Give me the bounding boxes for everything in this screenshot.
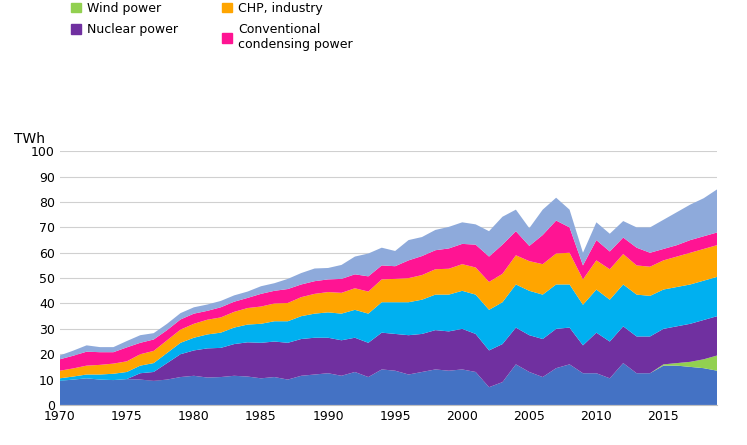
Legend: Hydro power, Wind power, Nuclear power, CHP, district heating, CHP, industry, Co: Hydro power, Wind power, Nuclear power, … — [66, 0, 372, 57]
Text: TWh: TWh — [13, 132, 45, 146]
